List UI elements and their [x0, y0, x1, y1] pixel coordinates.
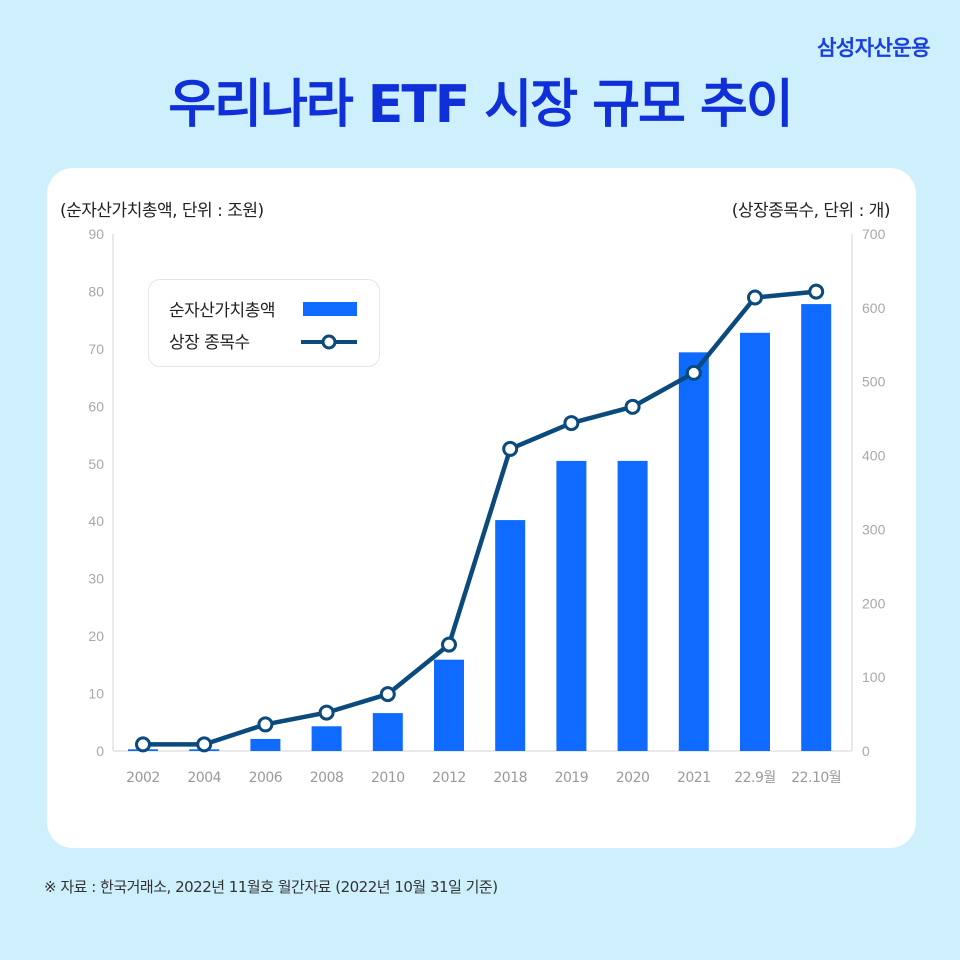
category-label: 2006 [249, 770, 283, 786]
left-tick-label: 0 [96, 743, 104, 759]
category-label: 2004 [187, 770, 221, 786]
line-series [135, 283, 825, 753]
category-label: 2012 [432, 770, 466, 786]
left-tick-label: 70 [88, 341, 104, 357]
category-label: 2002 [126, 770, 160, 786]
legend-line-swatch [301, 334, 357, 350]
right-tick-label: 600 [862, 300, 886, 316]
brand-logo-text: 삼성자산운용 [817, 36, 930, 60]
left-tick-label: 40 [88, 513, 104, 529]
line-point [379, 686, 396, 703]
bar [617, 460, 648, 751]
right-axis: 0 100 200 300 400 500 600 700 [862, 226, 886, 759]
chart-legend: 순자산가치총액 상장 종목수 [148, 279, 380, 367]
category-label: 2019 [555, 770, 589, 786]
left-tick-label: 30 [88, 571, 104, 587]
bar-series [128, 304, 832, 751]
bar [740, 332, 770, 751]
line-point [685, 364, 702, 381]
right-tick-label: 500 [862, 374, 886, 390]
source-note: ※ 자료 : 한국거래소, 2022년 11월호 월간자료 (2022년 10월… [44, 878, 498, 896]
line-point [196, 736, 213, 753]
right-tick-label: 100 [862, 669, 886, 685]
left-tick-label: 10 [88, 686, 104, 702]
axis-lines [112, 234, 853, 752]
line-point [318, 704, 335, 721]
category-label: 2008 [310, 770, 344, 786]
bar [250, 738, 281, 751]
line-point [747, 289, 763, 306]
left-tick-label: 60 [88, 398, 104, 414]
category-label: 22.10월 [791, 770, 841, 786]
bar [372, 713, 403, 751]
category-label: 2021 [677, 770, 711, 786]
right-tick-label: 300 [862, 521, 886, 537]
category-label: 2010 [371, 770, 405, 786]
category-label: 2018 [493, 770, 527, 786]
line-point [563, 415, 580, 432]
right-tick-label: 200 [862, 595, 886, 611]
bar [556, 460, 587, 751]
page-title: 우리나라 ETF 시장 규모 추이 [168, 75, 793, 135]
line-point [257, 716, 274, 733]
legend-line-label: 상장 종목수 [169, 333, 250, 353]
line-point [441, 636, 457, 653]
line-point [808, 283, 825, 300]
left-tick-label: 90 [88, 226, 104, 242]
left-axis: 0 10 20 30 40 50 60 70 80 90 [88, 226, 104, 759]
line-path [143, 289, 817, 747]
right-tick-label: 0 [862, 743, 870, 759]
right-tick-label: 400 [862, 448, 886, 464]
bar [434, 659, 464, 751]
bar [311, 726, 342, 751]
bar [495, 520, 526, 751]
line-point [624, 398, 641, 415]
x-axis: 2002 2004 2006 2008 2010 2012 2018 2019 2020 2021… [126, 770, 842, 786]
legend-bar-swatch [303, 302, 357, 316]
left-tick-label: 80 [88, 283, 104, 299]
left-axis-unit: (순자산가치총액, 단위 : 조원) [60, 201, 264, 221]
line-point [502, 440, 519, 457]
bar [678, 352, 709, 751]
left-tick-label: 50 [88, 456, 104, 472]
bar [801, 304, 832, 751]
right-tick-label: 700 [862, 226, 886, 242]
left-tick-label: 20 [88, 628, 104, 644]
line-point [135, 736, 151, 753]
category-label: 2020 [616, 770, 650, 786]
legend-bar-label: 순자산가치총액 [169, 301, 275, 321]
category-label: 22.9월 [734, 770, 776, 786]
right-axis-unit: (상장종목수, 단위 : 개) [731, 201, 891, 221]
